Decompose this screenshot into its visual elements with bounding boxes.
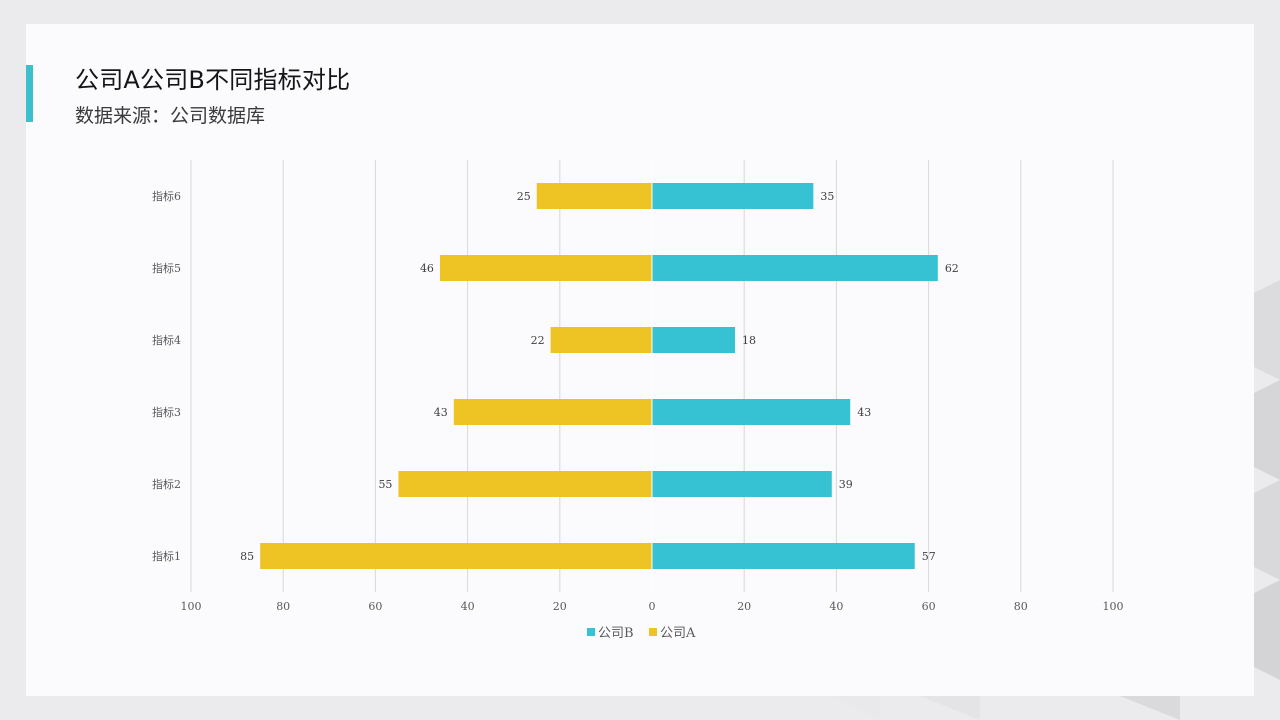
x-tick-label: 100 (181, 600, 202, 613)
data-label: 39 (839, 478, 853, 491)
x-tick-label: 0 (649, 600, 656, 613)
data-label: 43 (434, 406, 448, 419)
x-tick-label: 80 (1014, 600, 1028, 613)
bar-company-a (453, 399, 652, 425)
legend-label: 公司A (660, 626, 696, 641)
data-label: 35 (820, 190, 834, 203)
legend-label: 公司B (598, 626, 634, 641)
x-tick-label: 20 (553, 600, 567, 613)
category-label: 指标3 (152, 405, 181, 419)
x-tick-label: 80 (276, 600, 290, 613)
x-tick-label: 40 (829, 600, 843, 613)
legend-swatch (649, 628, 657, 636)
bar-company-b (652, 399, 851, 425)
bar-company-a (260, 543, 652, 569)
bar-company-b (652, 543, 915, 569)
bar-company-a (398, 471, 652, 497)
bar-company-a (550, 327, 652, 353)
data-label: 25 (517, 190, 531, 203)
x-tick-label: 40 (461, 600, 475, 613)
data-label: 18 (742, 334, 756, 347)
data-label: 55 (378, 478, 392, 491)
x-tick-label: 20 (737, 600, 751, 613)
category-label: 指标5 (152, 261, 181, 275)
x-tick-label: 60 (368, 600, 382, 613)
bar-company-a (536, 183, 652, 209)
data-label: 43 (857, 406, 871, 419)
legend-swatch (587, 628, 595, 636)
slide-title: 公司A公司B不同指标对比 (75, 66, 351, 94)
bar-company-b (652, 183, 814, 209)
category-label: 指标1 (152, 549, 181, 563)
data-label: 22 (531, 334, 545, 347)
slide-subtitle: 数据来源：公司数据库 (75, 105, 266, 127)
category-label: 指标6 (152, 189, 181, 203)
slide-card: 公司A公司B不同指标对比 数据来源：公司数据库 (26, 24, 1254, 696)
category-label: 指标2 (152, 477, 181, 491)
bar-company-b (652, 327, 735, 353)
category-label: 指标4 (152, 333, 181, 347)
title-accent-bar (26, 65, 33, 122)
x-tick-label: 100 (1103, 600, 1124, 613)
data-label: 85 (240, 550, 254, 563)
data-label: 62 (945, 262, 959, 275)
bar-company-a (439, 255, 652, 281)
x-tick-label: 60 (922, 600, 936, 613)
bar-company-b (652, 255, 938, 281)
data-label: 46 (420, 262, 434, 275)
bar-company-b (652, 471, 832, 497)
data-label: 57 (922, 550, 936, 563)
